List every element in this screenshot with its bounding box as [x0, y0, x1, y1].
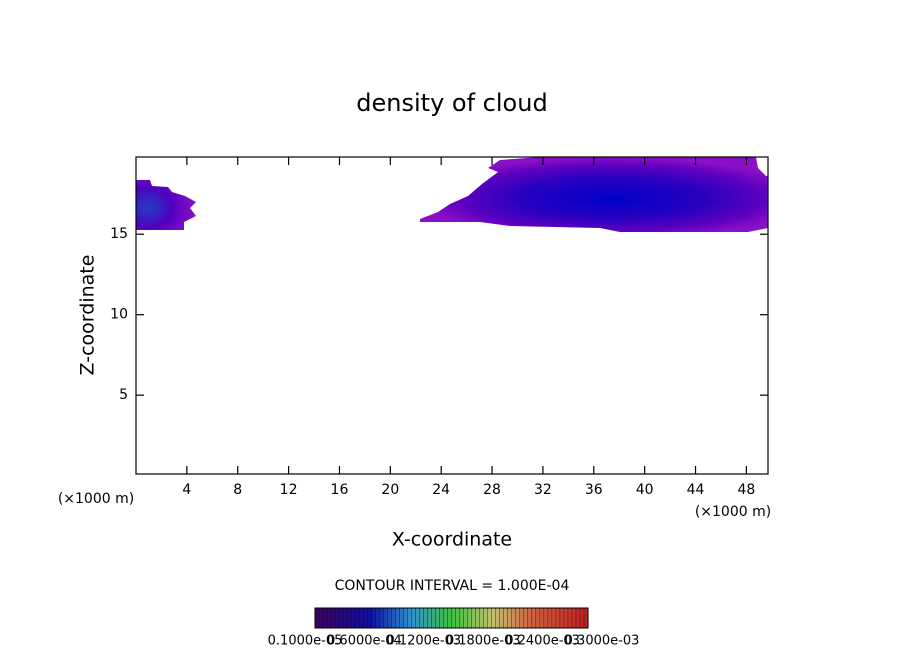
x-tick-label: 48 [737, 482, 755, 498]
contour-interval: CONTOUR INTERVAL = 1.000E-04 [335, 578, 570, 594]
x-tick-label: 12 [280, 482, 298, 498]
y-unit-label: (×1000 m) [58, 491, 134, 507]
colorbar-label: 0.1800e-03 [446, 634, 521, 649]
y-tick-label: 15 [110, 226, 128, 242]
x-tick-label: 16 [331, 482, 349, 498]
colorbar-label: 0.1200e-03 [386, 634, 461, 649]
cloud-region [136, 180, 196, 230]
x-tick-label: 32 [534, 482, 552, 498]
colorbar-label: 0.3000e-03 [565, 634, 640, 649]
x-axis-label: X-coordinate [392, 529, 512, 551]
x-tick-label: 4 [182, 482, 191, 498]
cloud-region [420, 157, 768, 232]
colorbar-label: 0.6000e-04 [327, 634, 402, 649]
x-tick-label: 40 [636, 482, 654, 498]
x-tick-label: 36 [585, 482, 603, 498]
x-unit-label: (×1000 m) [695, 504, 771, 520]
plot-frame [135, 156, 769, 475]
y-tick-label: 10 [110, 307, 128, 323]
x-tick-label: 8 [233, 482, 242, 498]
chart-title: density of cloud [356, 89, 547, 117]
colorbar-label: 0.2400e-03 [505, 634, 580, 649]
x-tick-label: 20 [381, 482, 399, 498]
y-axis-label: Z-coordinate [77, 255, 99, 376]
x-tick-label: 24 [432, 482, 450, 498]
x-tick-label: 28 [483, 482, 501, 498]
x-tick-label: 44 [687, 482, 705, 498]
y-tick-label: 5 [119, 387, 128, 403]
colorbar-stripes [318, 608, 585, 628]
colorbar-label: 0.1000e-05 [268, 634, 343, 649]
